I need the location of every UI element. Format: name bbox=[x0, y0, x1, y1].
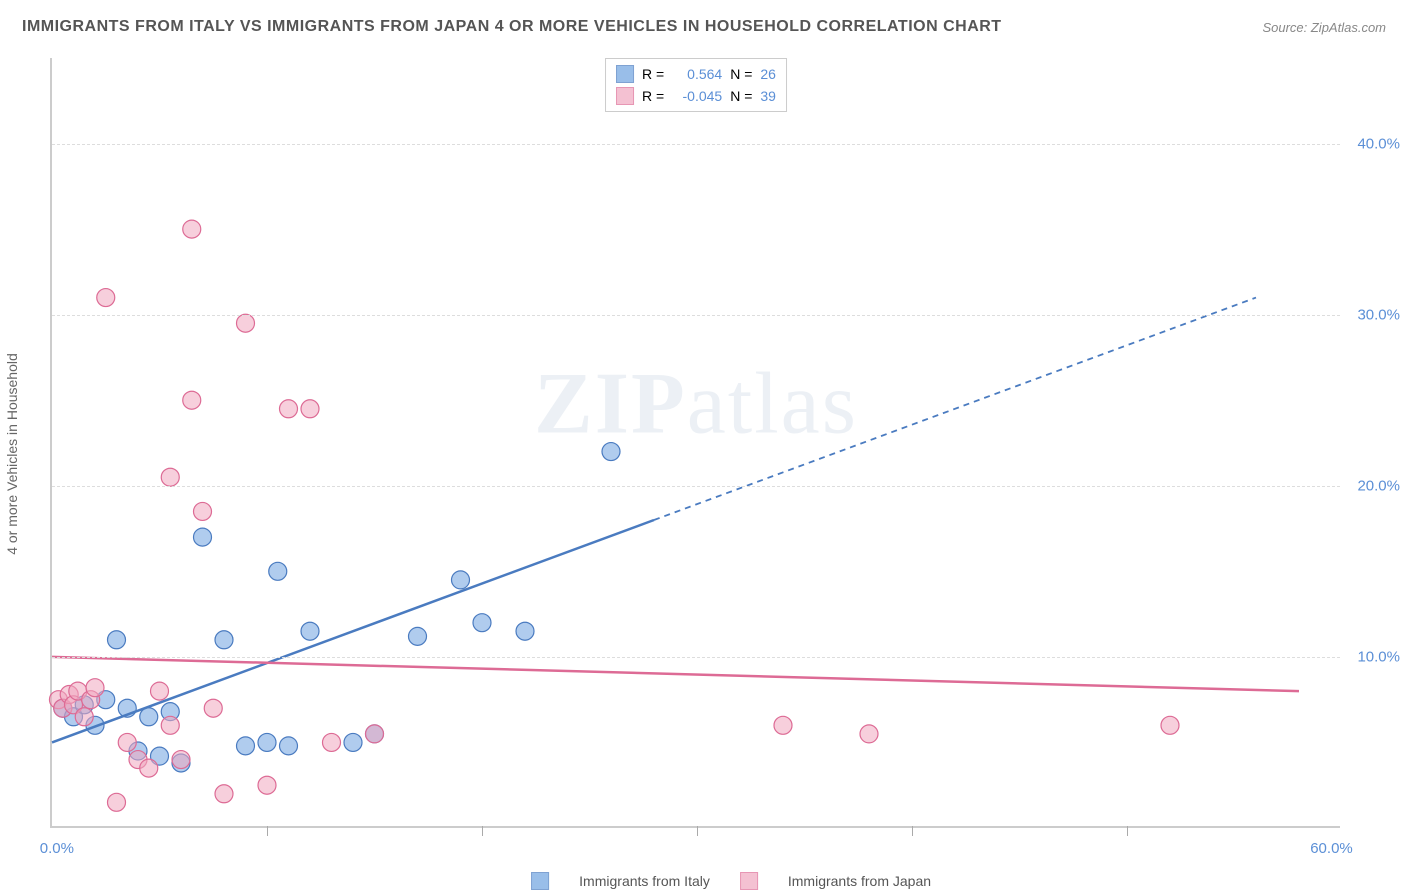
legend-series: Immigrants from Italy Immigrants from Ja… bbox=[531, 872, 931, 890]
data-point bbox=[301, 400, 319, 418]
data-point bbox=[258, 733, 276, 751]
data-point bbox=[161, 716, 179, 734]
data-point bbox=[215, 631, 233, 649]
data-point bbox=[161, 468, 179, 486]
legend-correlation: R = 0.564 N = 26 R = -0.045 N = 39 bbox=[605, 58, 787, 112]
data-point bbox=[269, 562, 287, 580]
trend-line-solid bbox=[52, 520, 654, 742]
x-tick-label: 0.0% bbox=[40, 840, 74, 857]
r-value-japan: -0.045 bbox=[672, 88, 722, 104]
data-point bbox=[602, 443, 620, 461]
data-point bbox=[183, 220, 201, 238]
r-value-italy: 0.564 bbox=[672, 66, 722, 82]
y-tick-label: 40.0% bbox=[1357, 135, 1400, 152]
data-point bbox=[215, 785, 233, 803]
y-tick-label: 20.0% bbox=[1357, 477, 1400, 494]
data-point bbox=[140, 708, 158, 726]
swatch-italy-bottom bbox=[531, 872, 549, 890]
swatch-italy bbox=[616, 65, 634, 83]
data-point bbox=[237, 314, 255, 332]
data-point bbox=[516, 622, 534, 640]
y-axis-label: 4 or more Vehicles in Household bbox=[4, 353, 20, 555]
data-point bbox=[473, 614, 491, 632]
data-point bbox=[280, 737, 298, 755]
plot-area: ZIPatlas R = 0.564 N = 26 R = -0.045 N =… bbox=[50, 58, 1340, 828]
y-tick-label: 30.0% bbox=[1357, 306, 1400, 323]
data-point bbox=[1161, 716, 1179, 734]
swatch-japan-bottom bbox=[740, 872, 758, 890]
data-point bbox=[118, 733, 136, 751]
data-point bbox=[258, 776, 276, 794]
data-point bbox=[183, 391, 201, 409]
data-point bbox=[344, 733, 362, 751]
data-point bbox=[860, 725, 878, 743]
chart-container: IMMIGRANTS FROM ITALY VS IMMIGRANTS FROM… bbox=[0, 0, 1406, 892]
data-point bbox=[194, 502, 212, 520]
data-point bbox=[86, 679, 104, 697]
legend-label-japan: Immigrants from Japan bbox=[788, 873, 931, 889]
source-attribution: Source: ZipAtlas.com bbox=[1262, 20, 1386, 35]
n-value-italy: 26 bbox=[760, 66, 776, 82]
data-point bbox=[151, 682, 169, 700]
data-point bbox=[140, 759, 158, 777]
x-tick-label: 60.0% bbox=[1310, 840, 1353, 857]
swatch-japan bbox=[616, 87, 634, 105]
chart-title: IMMIGRANTS FROM ITALY VS IMMIGRANTS FROM… bbox=[22, 18, 1002, 36]
data-point bbox=[452, 571, 470, 589]
data-point bbox=[280, 400, 298, 418]
data-point bbox=[97, 289, 115, 307]
data-point bbox=[75, 708, 93, 726]
data-point bbox=[323, 733, 341, 751]
data-point bbox=[774, 716, 792, 734]
data-point bbox=[366, 725, 384, 743]
data-point bbox=[301, 622, 319, 640]
y-tick-label: 10.0% bbox=[1357, 648, 1400, 665]
legend-label-italy: Immigrants from Italy bbox=[579, 873, 710, 889]
data-point bbox=[172, 751, 190, 769]
legend-row-japan: R = -0.045 N = 39 bbox=[616, 85, 776, 107]
scatter-svg bbox=[52, 58, 1342, 828]
n-value-japan: 39 bbox=[760, 88, 776, 104]
data-point bbox=[409, 627, 427, 645]
data-point bbox=[194, 528, 212, 546]
data-point bbox=[204, 699, 222, 717]
data-point bbox=[108, 793, 126, 811]
data-point bbox=[237, 737, 255, 755]
legend-row-italy: R = 0.564 N = 26 bbox=[616, 63, 776, 85]
data-point bbox=[108, 631, 126, 649]
